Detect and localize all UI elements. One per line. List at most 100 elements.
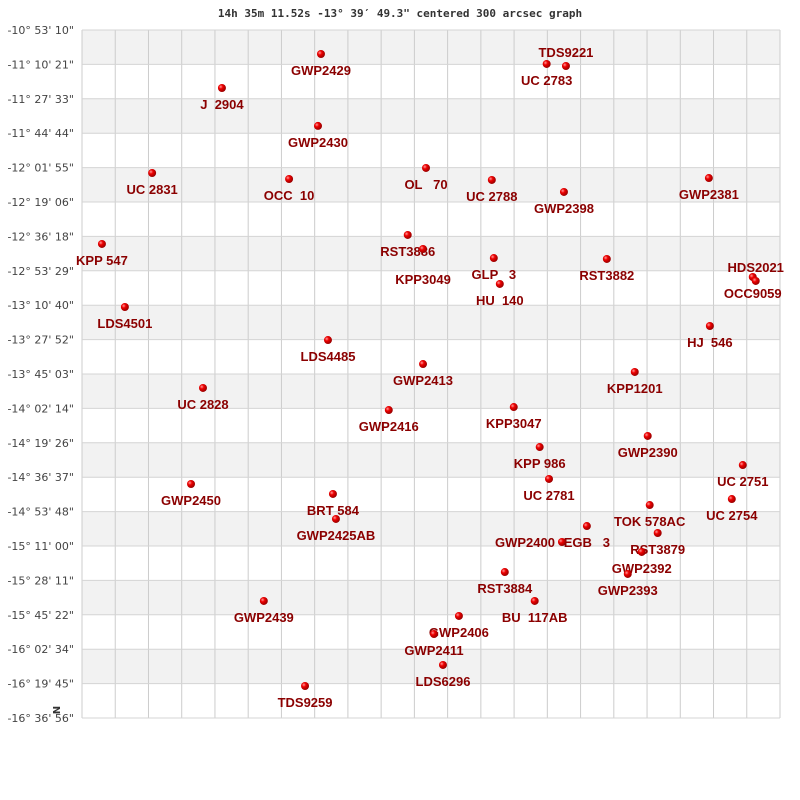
star-marker [738,461,747,470]
grid-band [82,133,780,168]
star-marker [602,254,611,263]
star-marker [454,611,463,620]
y-tick-label: -10° 53' 10" [7,24,74,37]
star-label: OCC 10 [264,188,315,203]
star-marker [557,538,566,547]
star-point: GWP2400 [495,535,566,550]
star-points: GWP2429 J 2904 GWP2430 UC 2831 OCC 10 OL 70 UC… [76,45,784,710]
star-marker [419,360,428,369]
star-label: BU 117AB [502,610,568,625]
star-label: GWP2439 [234,610,294,625]
star-point: KPP 547 [76,239,128,268]
star-point: KPP3047 [486,403,542,431]
grid-band [82,442,780,478]
y-tick-label: -12° 01' 55" [7,162,74,175]
grid-band [82,649,780,684]
star-point: UC 2783 [521,59,572,88]
star-marker [97,239,106,248]
star-marker [331,514,340,523]
star-label: GWP2450 [161,493,221,508]
star-point: UC 2781 [523,474,575,503]
grid-band [82,683,780,718]
star-label: EGB 3 [564,535,610,550]
star-label: RST3882 [579,268,634,283]
star-marker [544,474,553,483]
y-tick-label: -16° 36' 56" [7,712,74,725]
star-label: RST3879 [630,542,685,557]
star-label: UC 2781 [523,488,574,503]
star-marker [623,569,632,578]
star-point: GWP2381 [679,174,739,202]
star-label: GWP2390 [618,445,678,460]
y-tick-label: -14° 19' 26" [7,437,74,450]
y-tick-label: -16° 19' 45" [7,678,74,691]
star-label: GWP2398 [534,201,594,216]
plot-background [82,30,780,718]
star-marker [148,169,157,178]
star-label: TDS9259 [278,695,333,710]
star-marker [403,230,412,239]
y-axis-tick-labels: -10° 53' 10" -11° 10' 21" -11° 27' 33" -11°… [7,24,74,725]
star-label: TOK 578AC [614,514,686,529]
grid-band [82,339,780,374]
star-marker [559,187,568,196]
star-point: GWP2393 [598,569,658,598]
star-marker [313,121,322,130]
star-marker [630,367,639,376]
grid-band [82,408,780,443]
star-point: GWP2390 [618,431,678,460]
star-point: TOK 578AC [614,501,686,529]
star-point: BU 117AB [502,596,568,625]
star-label: GWP2392 [612,561,672,576]
star-point: HDS2021 [728,260,784,285]
star-point: OL 70 [404,163,448,192]
star-marker [419,245,428,254]
star-point: LDS4501 [97,303,152,331]
star-point: HJ 546 [687,321,733,350]
star-point: HU 140 [476,279,524,308]
star-label: HDS2021 [728,260,784,275]
north-marker: N [50,706,61,714]
star-point: KPP3049 [395,245,451,287]
star-label: KPP 986 [514,456,566,471]
star-point: KPP1201 [607,367,663,396]
star-point: GWP2439 [234,596,294,625]
star-label: GWP2416 [359,419,419,434]
star-label: HJ 546 [687,335,733,350]
star-point: GWP2450 [161,480,221,508]
star-point: GWP2416 [359,406,419,434]
star-point: UC 2751 [717,461,768,489]
star-marker [489,254,498,263]
star-marker [727,495,736,504]
star-label: GWP2429 [291,63,351,78]
star-marker [429,629,438,638]
star-point: UC 2788 [466,175,517,204]
grid-band [82,98,780,134]
star-point: OCC9059 [724,272,782,301]
star-label: GWP2411 [404,643,463,658]
star-label: UC 2788 [466,189,517,204]
star-marker [704,174,713,183]
star-label: LDS4501 [97,316,152,331]
grid-band [82,270,780,306]
star-point: TDS9221 [538,45,593,71]
star-marker [542,59,551,68]
star-label: UC 2754 [706,508,758,523]
star-marker [120,303,129,312]
star-marker [187,480,196,489]
star-point: GWP2406 [429,611,489,640]
star-label: UC 2831 [126,182,177,197]
grid-band [82,64,780,99]
star-marker [500,568,509,577]
star-marker [328,489,337,498]
star-label: UC 2751 [717,474,768,489]
star-label: UC 2828 [177,397,228,412]
star-label: OL 70 [404,177,447,192]
star-point: EGB 3 [564,522,610,550]
star-label: GLP 3 [472,267,517,282]
grid-band [82,167,780,202]
grid-band [82,511,780,546]
star-point: GWP2429 [291,50,351,78]
y-tick-label: -12° 36' 18" [7,230,74,243]
